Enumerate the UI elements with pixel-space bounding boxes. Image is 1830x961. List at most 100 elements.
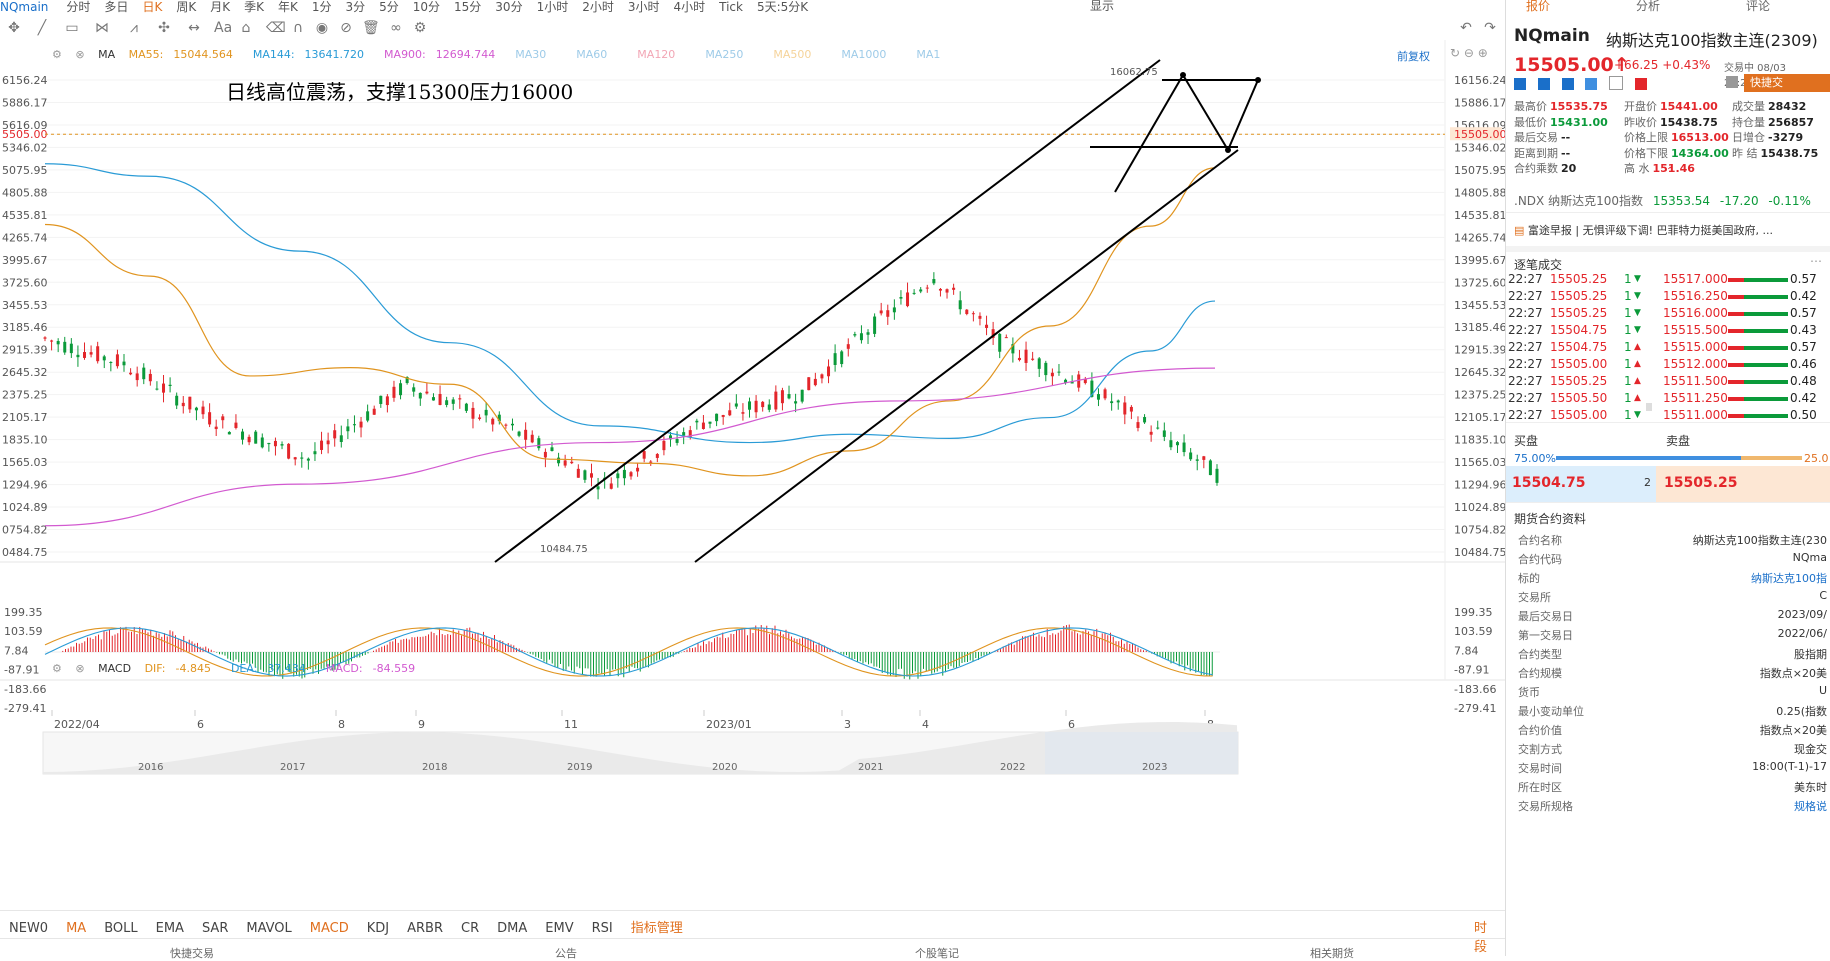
- text-tool-icon[interactable]: Aa: [214, 20, 233, 36]
- display-menu[interactable]: 显示: [1090, 0, 1115, 13]
- period-tab[interactable]: 10分: [412, 0, 441, 14]
- symbol-label[interactable]: NQmain: [0, 0, 49, 14]
- indicator-tab[interactable]: NEW0: [9, 921, 49, 936]
- bottom-tab[interactable]: 相关期货: [1310, 947, 1354, 960]
- trash-icon[interactable]: 🗑: [362, 20, 380, 36]
- period-tab[interactable]: Tick: [719, 0, 743, 14]
- period-tab[interactable]: 周K: [176, 0, 197, 14]
- bottom-tab[interactable]: 个股笔记: [915, 947, 959, 960]
- more-icon[interactable]: ⋯: [1810, 254, 1822, 268]
- quote-tab[interactable]: 分析: [1636, 0, 1661, 13]
- ask-box[interactable]: 15505.25: [1656, 466, 1830, 502]
- period-tab[interactable]: 1分: [311, 0, 332, 14]
- settings-icon[interactable]: ⚙: [413, 20, 427, 36]
- close-icon[interactable]: ⊗: [75, 662, 85, 675]
- hide-icon[interactable]: ⊘: [340, 20, 352, 36]
- ma-legend-item[interactable]: MA30: [515, 48, 547, 61]
- ma-legend-item[interactable]: MA500: [773, 48, 812, 61]
- rect-tool-icon[interactable]: ▭: [65, 20, 79, 36]
- period-tab[interactable]: 年K: [277, 0, 298, 14]
- ma-legend-item[interactable]: MA1000: [841, 48, 887, 61]
- trend-line[interactable]: [694, 149, 1239, 563]
- close-icon[interactable]: ⊗: [75, 48, 85, 61]
- bid-box[interactable]: 15504.75 2: [1506, 466, 1656, 502]
- settings-icon[interactable]: ⚙: [52, 48, 62, 61]
- kline-chart[interactable]: 6156.24 16156.24 5886.17 15886.17 5616.09 156…: [0, 40, 1505, 910]
- session-button[interactable]: 时段: [1474, 921, 1488, 955]
- period-tab[interactable]: 日K: [142, 0, 163, 14]
- indicator-tab[interactable]: EMV: [545, 921, 574, 936]
- favorite-icon[interactable]: [1635, 78, 1648, 90]
- ma-legend-item[interactable]: MA144: 13641.720: [252, 48, 365, 61]
- period-tab[interactable]: 1小时: [536, 0, 569, 14]
- indicator-tab[interactable]: KDJ: [366, 921, 390, 936]
- indicator-tab[interactable]: MA: [66, 921, 87, 936]
- quick-trade-button[interactable]: 快捷交: [1744, 74, 1830, 92]
- indicator-tab[interactable]: 指标管理: [630, 921, 683, 936]
- share-icon[interactable]: [1585, 78, 1598, 90]
- indicator-tab[interactable]: CR: [461, 921, 480, 936]
- eye-icon[interactable]: ◉: [315, 20, 329, 36]
- quote-tab[interactable]: 报价: [1526, 0, 1551, 13]
- indicator-tab[interactable]: ARBR: [407, 921, 444, 936]
- restore-button[interactable]: 前复权: [1397, 50, 1430, 63]
- bell-icon[interactable]: [1726, 76, 1738, 88]
- indicator-tab[interactable]: DMA: [497, 921, 528, 936]
- crosshair-icon[interactable]: ✥: [8, 20, 20, 36]
- chevron-up-icon[interactable]: ⌃: [1666, 166, 1675, 177]
- indicator-tab[interactable]: SAR: [201, 921, 229, 936]
- bottom-tab[interactable]: 快捷交易: [170, 947, 214, 960]
- period-tab[interactable]: 5天:5分K: [756, 0, 809, 14]
- news-row[interactable]: ▤ 富途早报 | 无惧评级下调! 巴菲特力挺美国政府, ...: [1514, 224, 1773, 237]
- undo-icon[interactable]: ↶: [1460, 20, 1472, 36]
- brush-tool-icon[interactable]: ⌂: [241, 20, 251, 36]
- note-icon[interactable]: [1609, 76, 1624, 90]
- ma-legend-item[interactable]: MA1: [916, 48, 941, 61]
- trend-line[interactable]: [1227, 79, 1259, 151]
- quote-tab[interactable]: 评论: [1746, 0, 1771, 13]
- link-icon[interactable]: ∞: [390, 20, 402, 36]
- indicator-tab[interactable]: RSI: [591, 921, 613, 936]
- eraser-icon[interactable]: ⌫: [266, 20, 286, 36]
- line-tool-icon[interactable]: ╱: [37, 20, 47, 36]
- period-tab[interactable]: 4小时: [673, 0, 706, 14]
- period-tab[interactable]: 3分: [345, 0, 366, 14]
- chart-icon[interactable]: [1537, 78, 1550, 90]
- scroll-thumb[interactable]: [1646, 403, 1652, 411]
- period-tab[interactable]: 3小时: [627, 0, 660, 14]
- period-tab[interactable]: 2小时: [582, 0, 614, 14]
- alert-icon[interactable]: [1561, 78, 1574, 90]
- macd-legend-item[interactable]: MACD: -84.559: [325, 662, 416, 675]
- ma-legend-item[interactable]: MA120: [637, 48, 676, 61]
- period-tab[interactable]: 多日: [104, 0, 129, 14]
- ma-legend-item[interactable]: MA900: 12694.744: [384, 48, 496, 61]
- ma-legend-item[interactable]: MA55: 15044.564: [128, 48, 233, 61]
- macd-legend-item[interactable]: DEA: 37.434: [230, 662, 306, 675]
- pane-controls[interactable]: ↻ ⊖ ⊕: [1450, 46, 1488, 60]
- period-tab[interactable]: 月K: [210, 0, 231, 14]
- period-tab[interactable]: 30分: [495, 0, 523, 14]
- measure-tool-icon[interactable]: ✣: [158, 20, 170, 36]
- ma-legend-item[interactable]: MA250: [705, 48, 744, 61]
- ma-legend-item[interactable]: MA60: [576, 48, 608, 61]
- settings-icon[interactable]: ⚙: [52, 662, 62, 675]
- period-tab[interactable]: 5分: [379, 0, 399, 14]
- flag-icon[interactable]: [1514, 78, 1526, 90]
- fib-tool-icon[interactable]: ⋈: [95, 20, 109, 36]
- magnet-icon[interactable]: ∩: [292, 20, 304, 36]
- indicator-tab[interactable]: BOLL: [104, 921, 138, 936]
- indicator-tab[interactable]: MACD: [309, 921, 349, 936]
- trend-line[interactable]: [1114, 74, 1184, 193]
- period-tab[interactable]: 季K: [244, 0, 264, 14]
- arrow-tool-icon[interactable]: ↔: [188, 20, 200, 36]
- trend-line[interactable]: [1182, 74, 1229, 151]
- ndx-row[interactable]: .NDX 纳斯达克100指数 15353.54 -17.20 -0.11%: [1514, 194, 1811, 208]
- indicator-tab[interactable]: MAVOL: [246, 921, 292, 936]
- overview-selection[interactable]: [1045, 732, 1238, 774]
- period-tab[interactable]: 15分: [454, 0, 482, 14]
- indicator-tab[interactable]: EMA: [155, 921, 184, 936]
- period-tab[interactable]: 分时: [66, 0, 91, 14]
- pattern-tool-icon[interactable]: ⩘: [130, 20, 138, 36]
- tape-list[interactable]: 22:27 15505.25 1 ▼ 15517.000 0.57 22:27 15505.2…: [1506, 272, 1830, 422]
- redo-icon[interactable]: ↷: [1484, 20, 1496, 36]
